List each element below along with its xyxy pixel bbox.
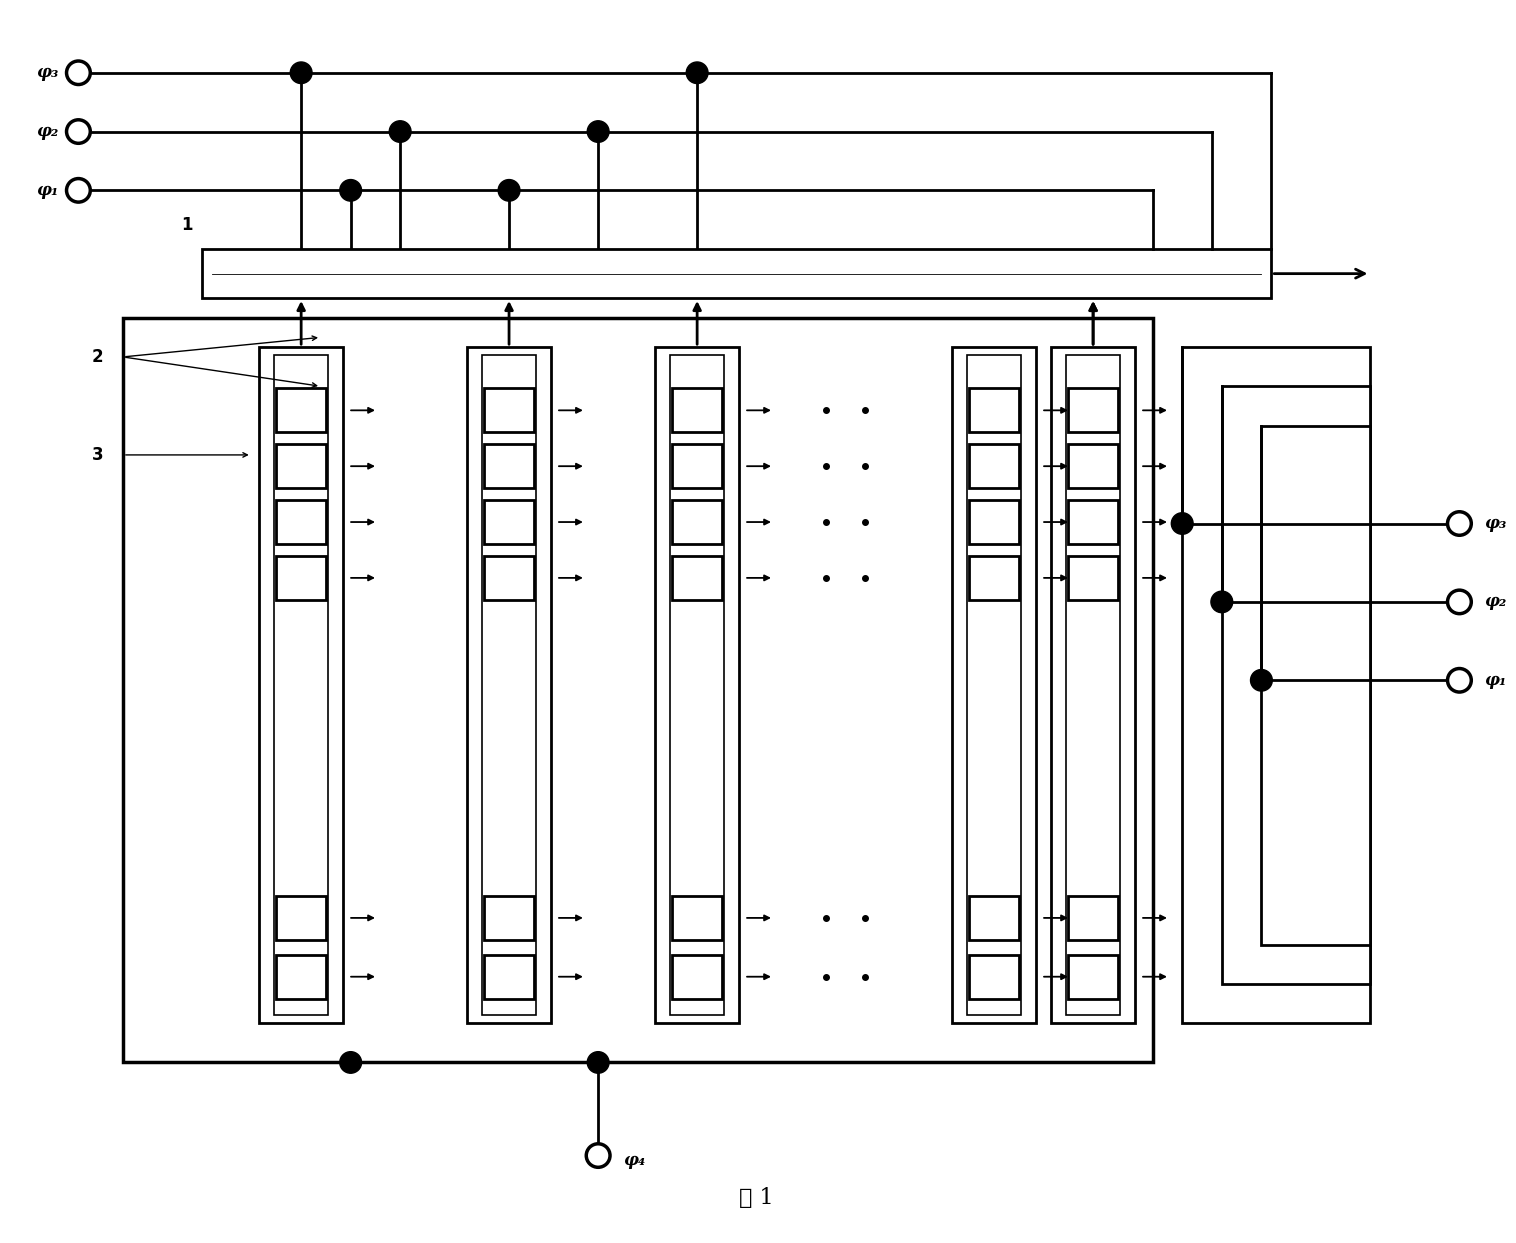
Bar (969, 500, 1019, 544)
Bar (276, 444, 326, 488)
Circle shape (1448, 590, 1472, 614)
Bar (969, 388, 1019, 433)
Bar (969, 896, 1019, 940)
Text: 2: 2 (91, 348, 103, 365)
Circle shape (1211, 592, 1233, 613)
Bar (276, 388, 326, 433)
Bar (276, 556, 326, 600)
Bar (673, 955, 722, 999)
Bar (274, 355, 329, 1016)
Bar (484, 955, 534, 999)
Bar (259, 347, 343, 1023)
Text: φ₁: φ₁ (1484, 671, 1507, 689)
Bar (655, 347, 740, 1023)
Bar (123, 318, 1152, 1063)
Bar (1069, 896, 1117, 940)
Text: φ₁: φ₁ (36, 181, 59, 199)
Text: φ₃: φ₃ (36, 65, 59, 81)
Bar (969, 955, 1019, 999)
Bar (1069, 955, 1117, 999)
Bar (1222, 387, 1370, 984)
Bar (673, 388, 722, 433)
Circle shape (499, 179, 520, 201)
Bar (1182, 347, 1370, 1023)
Bar (467, 347, 552, 1023)
Bar (1261, 425, 1370, 945)
Bar (202, 249, 1272, 298)
Circle shape (1251, 670, 1272, 691)
Bar (952, 347, 1037, 1023)
Bar (276, 955, 326, 999)
Circle shape (587, 121, 609, 143)
Bar (673, 444, 722, 488)
Bar (484, 388, 534, 433)
Text: φ₂: φ₂ (1484, 593, 1507, 610)
Circle shape (587, 1052, 609, 1073)
Circle shape (687, 62, 708, 83)
Bar (1066, 355, 1120, 1016)
Text: φ₂: φ₂ (36, 123, 59, 140)
Circle shape (1172, 512, 1193, 534)
Text: 1: 1 (180, 216, 193, 235)
Bar (484, 556, 534, 600)
Bar (484, 896, 534, 940)
Bar (1051, 347, 1135, 1023)
Circle shape (67, 119, 91, 143)
Circle shape (340, 179, 361, 201)
Bar (484, 444, 534, 488)
Bar (969, 556, 1019, 600)
Circle shape (1448, 669, 1472, 692)
Circle shape (290, 62, 312, 83)
Bar (1069, 444, 1117, 488)
Text: 3: 3 (91, 446, 103, 464)
Bar (673, 556, 722, 600)
Circle shape (1448, 512, 1472, 536)
Circle shape (67, 179, 91, 203)
Bar (1069, 388, 1117, 433)
Bar (1069, 556, 1117, 600)
Bar (1069, 500, 1117, 544)
Text: φ₄: φ₄ (623, 1152, 646, 1168)
Bar (969, 444, 1019, 488)
Bar (673, 896, 722, 940)
Bar (673, 500, 722, 544)
Circle shape (67, 61, 91, 85)
Text: 图 1: 图 1 (740, 1187, 773, 1209)
Bar (670, 355, 725, 1016)
Bar (484, 500, 534, 544)
Bar (276, 500, 326, 544)
Bar (482, 355, 537, 1016)
Circle shape (587, 1144, 609, 1167)
Bar (276, 896, 326, 940)
Circle shape (390, 121, 411, 143)
Text: φ₃: φ₃ (1484, 515, 1507, 532)
Circle shape (340, 1052, 361, 1073)
Bar (967, 355, 1022, 1016)
